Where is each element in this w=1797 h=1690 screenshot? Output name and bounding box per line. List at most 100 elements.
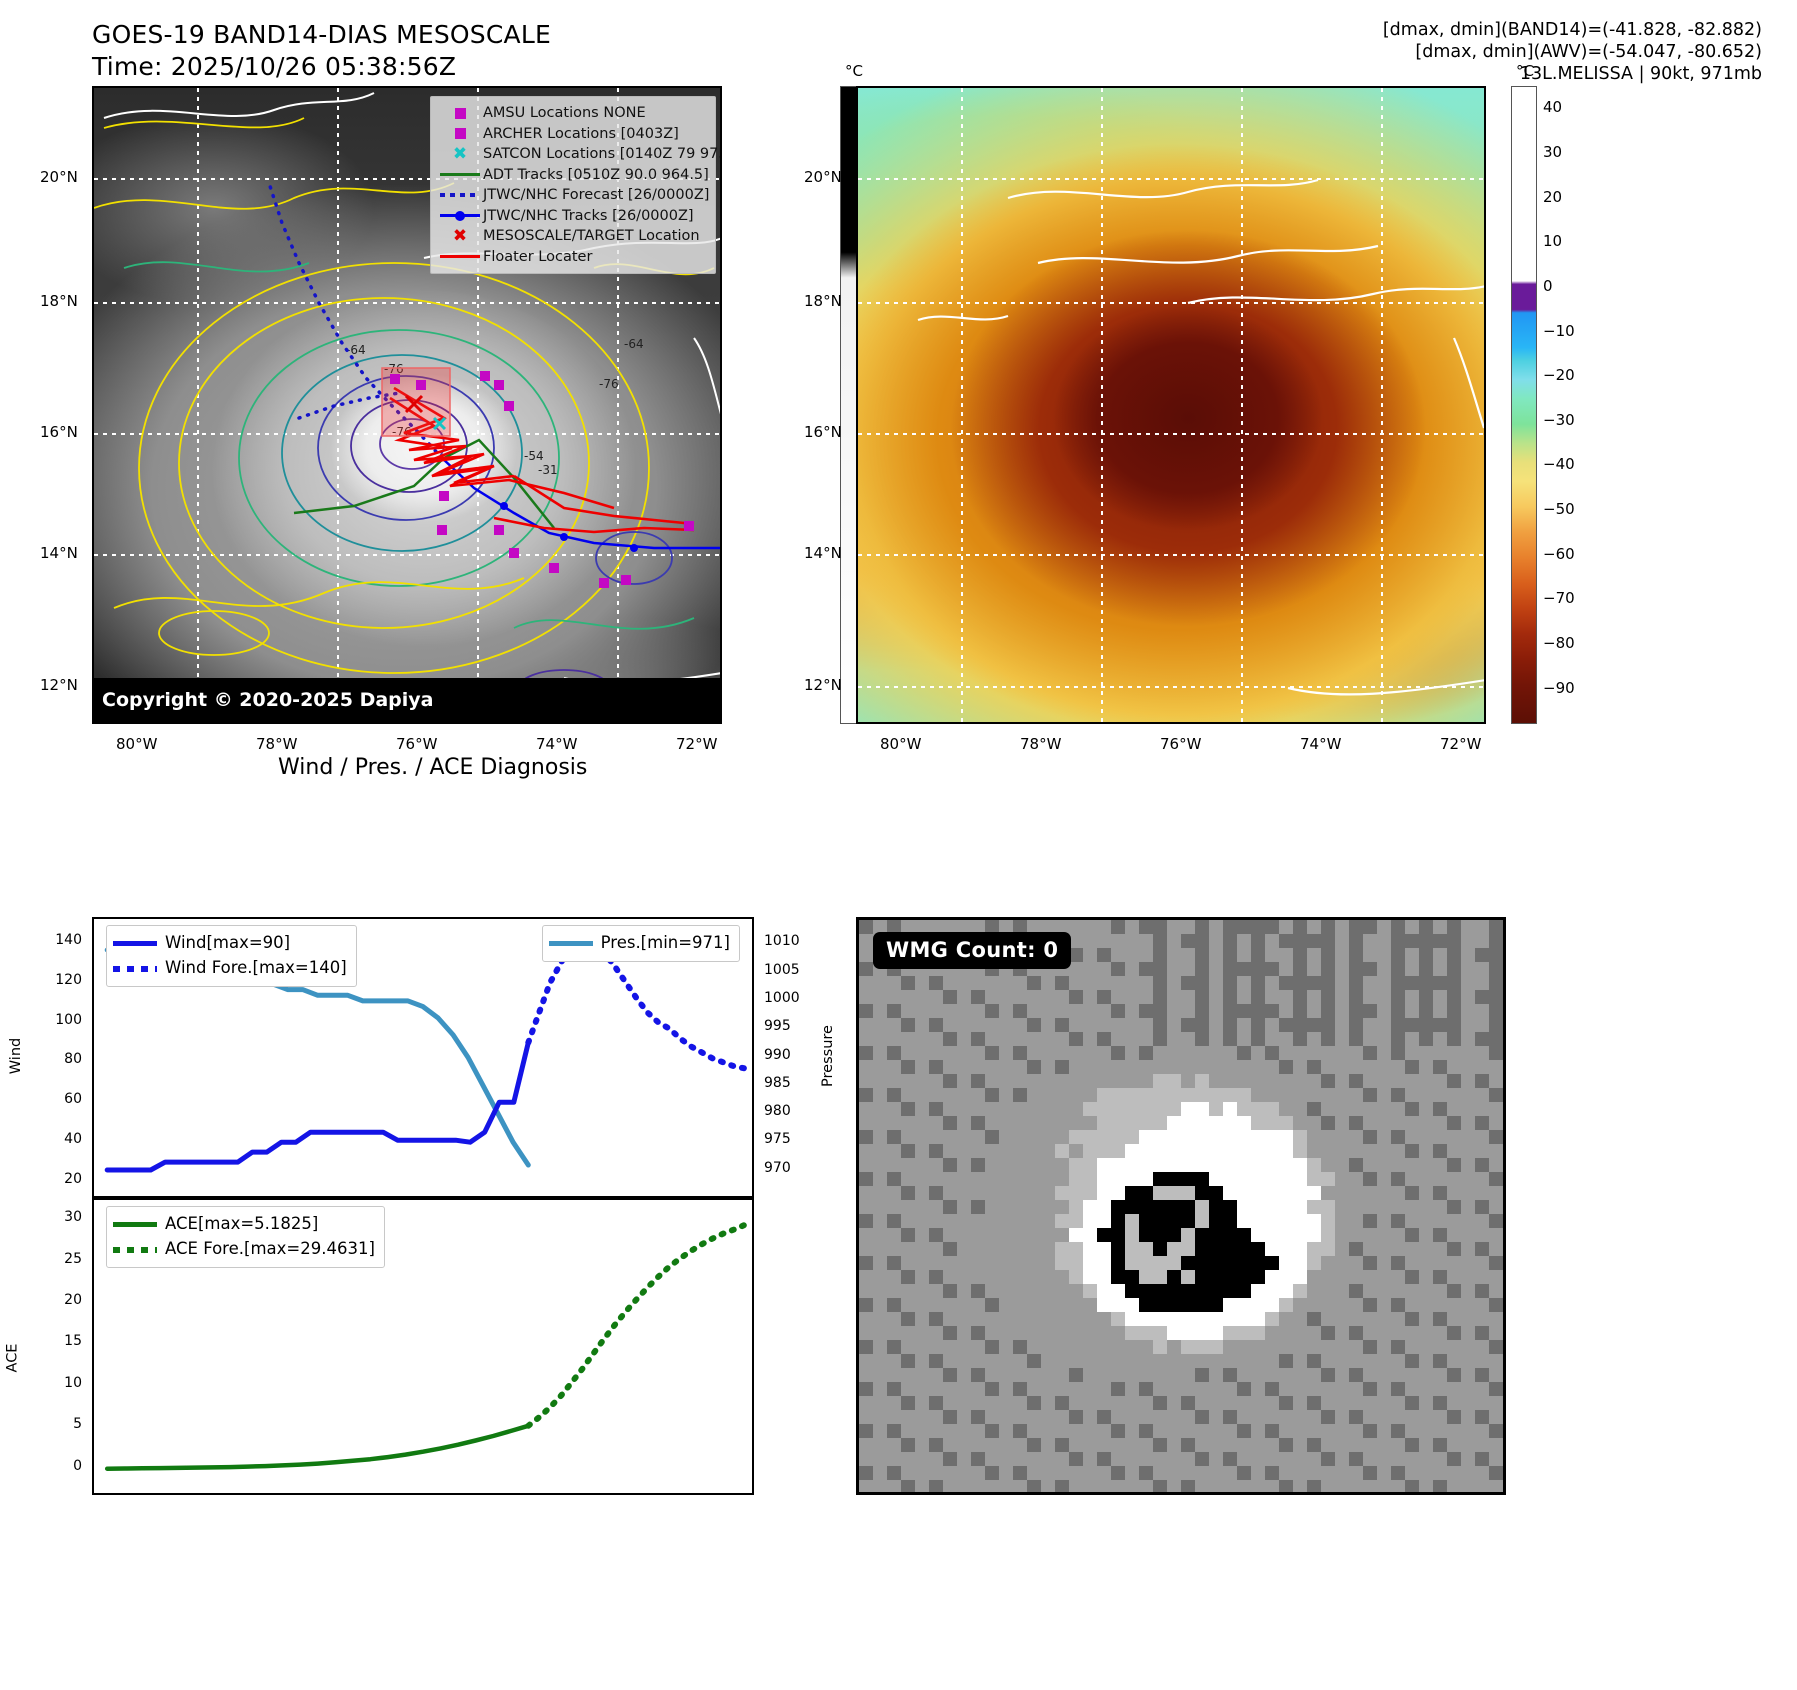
wmg-cell [971, 1452, 985, 1466]
wmg-cell [1167, 1312, 1181, 1326]
wmg-cell [1097, 1242, 1111, 1256]
legend-item-floater-locater: Floater Locater [437, 247, 707, 268]
line-marker-blue-icon [437, 210, 483, 221]
line-green-icon [113, 1222, 165, 1227]
wmg-cell [1391, 962, 1405, 976]
contour-overlay: -64 -76 -76 -64 -76 -54 -31 -70 [94, 92, 720, 707]
wmg-cell [1195, 1270, 1209, 1284]
wmg-cell [1167, 1326, 1181, 1340]
wmg-cell [1181, 1480, 1195, 1492]
wmg-cell [1391, 1046, 1405, 1060]
wmg-cell [1251, 1214, 1265, 1228]
ace-tick: 0 [73, 1457, 82, 1474]
wmg-cell [1111, 920, 1125, 934]
wmg-cell [1069, 948, 1083, 962]
wmg-cell [1391, 1466, 1405, 1480]
wmg-cell [1405, 1186, 1419, 1200]
wmg-cell [1153, 990, 1167, 1004]
wmg-cell [1433, 1102, 1447, 1116]
wmg-cell [1111, 1284, 1125, 1298]
wmg-cell [1279, 1158, 1293, 1172]
wmg-cell [1097, 1102, 1111, 1116]
wmg-cell [1251, 1144, 1265, 1158]
wmg-cell [1097, 1200, 1111, 1214]
wmg-cell [1195, 1298, 1209, 1312]
wmg-cell [1097, 1298, 1111, 1312]
wmg-cell [1195, 1018, 1209, 1032]
wmg-cell [1433, 1018, 1447, 1032]
wmg-cell [1083, 1242, 1097, 1256]
wmg-cell [1167, 1144, 1181, 1158]
wmg-cell [901, 1228, 915, 1242]
wmg-cell [1391, 976, 1405, 990]
wmg-cell [1279, 1144, 1293, 1158]
wmg-cell [1139, 1004, 1153, 1018]
wmg-cell [1419, 1004, 1433, 1018]
wmg-cell [1279, 1480, 1293, 1492]
ace-chart[interactable]: ACE[max=5.1825] ACE Fore.[max=29.4631] [92, 1198, 754, 1495]
wmg-cell [1321, 1200, 1335, 1214]
wmg-cell [1279, 1214, 1293, 1228]
ir-lon-tick-72w: 72°W [676, 735, 718, 753]
wmg-cell [1405, 1270, 1419, 1284]
wmg-cell [1349, 1158, 1363, 1172]
wmg-cell [1167, 1256, 1181, 1270]
wmg-cell [1321, 1032, 1335, 1046]
wmg-cell [943, 1242, 957, 1256]
wmg-cell [1405, 1144, 1419, 1158]
wmg-cell [1391, 1424, 1405, 1438]
wmg-cell [1181, 1270, 1195, 1284]
wmg-cell [1083, 1214, 1097, 1228]
pressure-chart-legend: Pres.[min=971] [541, 925, 740, 962]
wmg-cell [1181, 1326, 1195, 1340]
wmg-cell [1475, 1242, 1489, 1256]
wmg-cell [1055, 1396, 1069, 1410]
awv-lon-tick-80w: 80°W [880, 735, 922, 753]
wmg-cell [1251, 1130, 1265, 1144]
wmg-cell [859, 1298, 873, 1312]
wmg-cell [1013, 1382, 1027, 1396]
wmg-cell [1419, 990, 1433, 1004]
wind-pressure-chart[interactable]: Wind[max=90] Wind Fore.[max=140] Pres.[m… [92, 917, 754, 1198]
wmg-cell [1307, 1214, 1321, 1228]
wmg-cell [859, 1382, 873, 1396]
wmg-cell [1125, 1158, 1139, 1172]
wmg-cell [1055, 1480, 1069, 1492]
wmg-cell [929, 1354, 943, 1368]
colorbar-tick: −50 [1543, 500, 1575, 519]
wmg-cell [1363, 1088, 1377, 1102]
awv-satellite-panel[interactable] [856, 86, 1486, 724]
wmg-cell [1069, 1186, 1083, 1200]
wmg-cell [1475, 1032, 1489, 1046]
wmg-cell [1125, 1256, 1139, 1270]
wmg-cell [1391, 1298, 1405, 1312]
wmg-cell [971, 1200, 985, 1214]
wmg-cell [1153, 1186, 1167, 1200]
wmg-cell [1111, 1466, 1125, 1480]
wmg-cell [1475, 1326, 1489, 1340]
ir-lat-tick-12n: 12°N [40, 676, 78, 694]
wmg-cell [1405, 934, 1419, 948]
pressure-tick: 1005 [764, 961, 800, 978]
wmg-cell [1223, 1172, 1237, 1186]
wmg-cell [1195, 1144, 1209, 1158]
wmg-cell [1083, 1130, 1097, 1144]
awv-coastline-overlay [917, 178, 1484, 696]
pressure-tick: 1000 [764, 989, 800, 1006]
wmg-cell [1363, 920, 1377, 934]
wmg-cell [971, 1326, 985, 1340]
wmg-cell [1237, 1144, 1251, 1158]
svg-text:-76: -76 [384, 362, 404, 376]
wmg-cell [1195, 1032, 1209, 1046]
wmg-cell [1489, 1298, 1503, 1312]
wmg-panel[interactable]: WMG Count: 0 [856, 917, 1506, 1495]
wmg-cell [1209, 1214, 1223, 1228]
wmg-cell [1433, 1396, 1447, 1410]
wmg-cell [1349, 1018, 1363, 1032]
ir-satellite-panel[interactable]: -64 -76 -76 -64 -76 -54 -31 -70 [92, 86, 722, 724]
wmg-cell [1153, 1144, 1167, 1158]
wmg-cell [1321, 1116, 1335, 1130]
wmg-cell [1097, 1452, 1111, 1466]
awv-lon-tick-72w: 72°W [1440, 735, 1482, 753]
wmg-cell [943, 1452, 957, 1466]
